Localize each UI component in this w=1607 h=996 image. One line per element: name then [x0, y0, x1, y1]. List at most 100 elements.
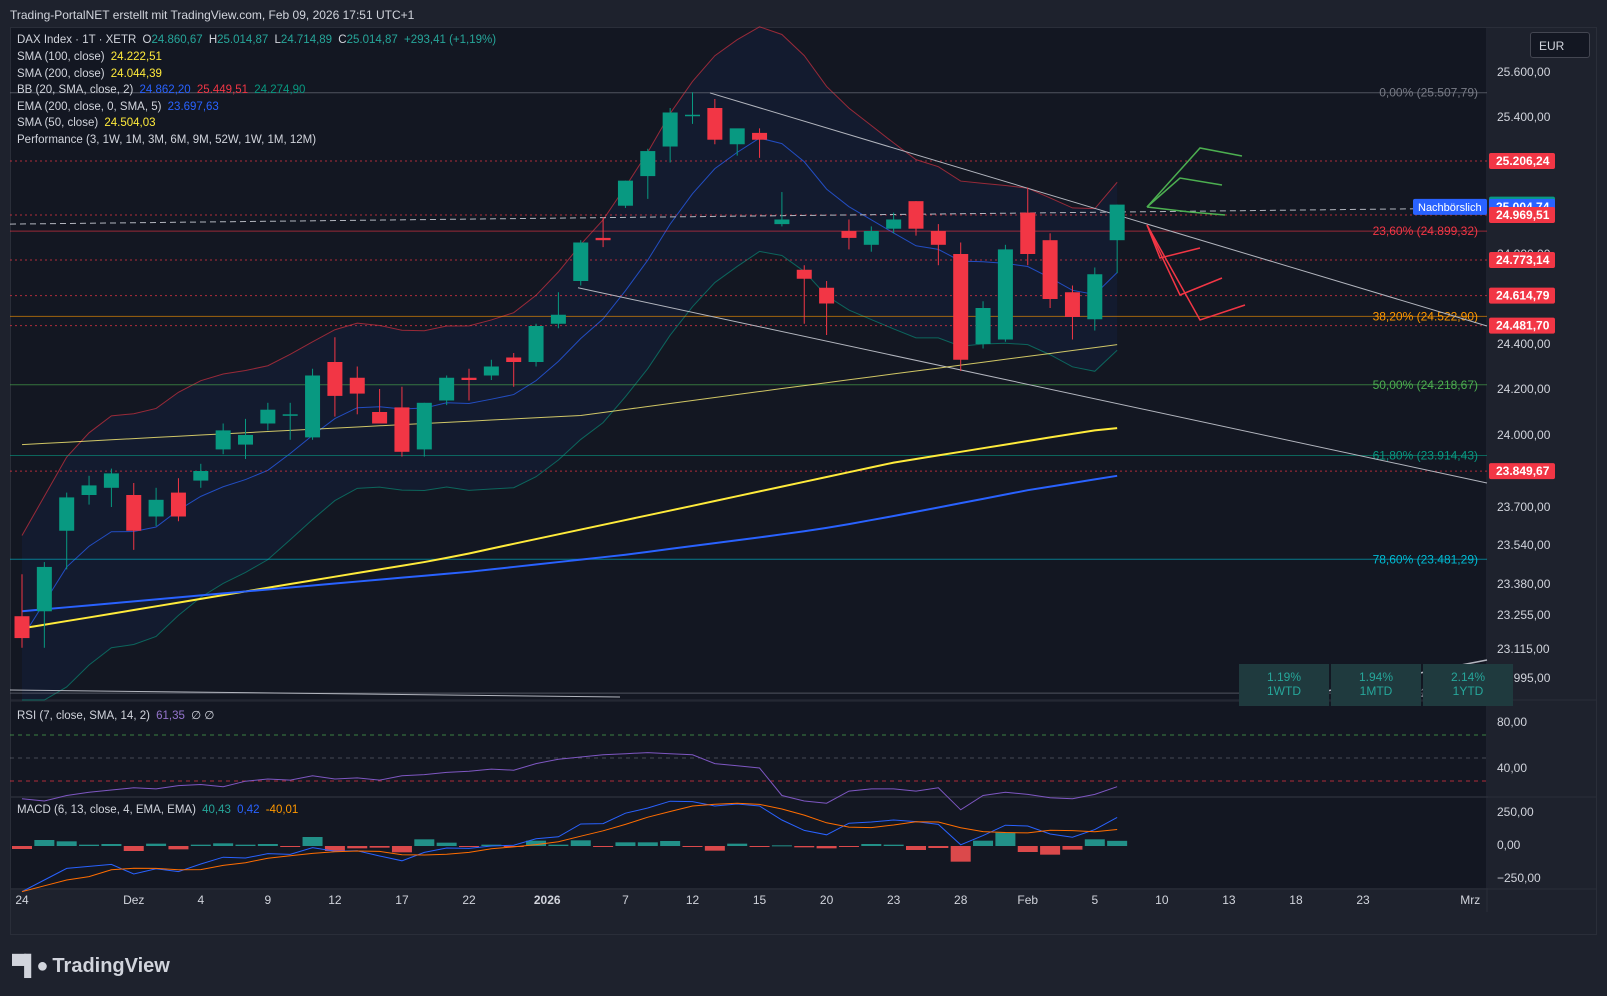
- legend-sma50-row[interactable]: SMA (50, close) 24.504,03: [17, 117, 159, 129]
- currency-selector[interactable]: EUR: [1530, 32, 1590, 58]
- macd-axis-tick: 250,00: [1497, 805, 1534, 819]
- rsi-axis-tick: 80,00: [1497, 715, 1527, 729]
- candle-body: [260, 409, 276, 424]
- price-badge: [1489, 252, 1555, 269]
- price-axis-tick: 23.700,00: [1497, 500, 1551, 514]
- price-badge: [1489, 463, 1555, 480]
- ema200-line: [21, 474, 1118, 613]
- candle-body: [841, 231, 857, 238]
- macd-histogram-bar: [637, 842, 658, 846]
- trendline-lower: [577, 287, 1488, 484]
- legend-h-value: 25.014,87: [217, 34, 269, 46]
- macd-histogram-bar: [146, 843, 167, 846]
- macd-histogram-bar: [704, 846, 725, 851]
- time-axis-tick: Feb: [1017, 893, 1038, 907]
- legend-macd-v1: 40,43: [202, 804, 231, 816]
- macd-histogram-bar: [570, 840, 591, 846]
- macd-histogram-bar: [906, 846, 926, 850]
- price-badge-label: 24.969,51: [1496, 208, 1550, 222]
- candle-body: [528, 326, 544, 362]
- time-axis-tick: 18: [1289, 893, 1303, 907]
- price-axis-tick: 24.000,00: [1497, 428, 1551, 442]
- macd-histogram-bar: [34, 840, 55, 846]
- performance-label: 1WTD: [1267, 684, 1301, 698]
- legend-sma50-value: 24.504,03: [104, 117, 156, 129]
- macd-histogram-bar: [391, 846, 412, 853]
- macd-histogram-bar: [101, 844, 122, 846]
- time-axis-tick: 23: [1356, 893, 1370, 907]
- bullish-scenario-arrow: [1146, 206, 1226, 216]
- macd-histogram-bar: [235, 844, 256, 846]
- macd-axis-tick: −250,00: [1497, 871, 1541, 885]
- tradingview-logo-icon: ▀▌●: [12, 955, 48, 977]
- legend-bb-up: 25.449,51: [196, 84, 249, 96]
- macd-histogram-bar: [347, 846, 368, 849]
- macd-histogram-bar: [436, 842, 457, 846]
- candle-body: [1042, 240, 1058, 299]
- bollinger-basis-line: [21, 137, 1118, 639]
- time-axis-tick: 23: [887, 893, 901, 907]
- candle-body: [36, 566, 52, 612]
- legend-bb-row[interactable]: BB (20, SMA, close, 2) 24.862,20 25.449,…: [17, 84, 308, 96]
- price-badge: [1489, 287, 1555, 304]
- legend-ema200-row[interactable]: EMA (200, close, 0, SMA, 5) 23.697,63: [17, 101, 222, 113]
- macd-histogram-bar: [727, 843, 748, 846]
- legend-rsi-row[interactable]: RSI (7, close, SMA, 14, 2) 61,35 ∅ ∅: [17, 708, 217, 722]
- bullish-scenario-arrow: [1146, 147, 1243, 208]
- candle-body: [752, 132, 768, 140]
- tradingview-logo[interactable]: ▀▌● TradingView: [12, 955, 170, 978]
- candle-body: [506, 357, 522, 362]
- time-axis-tick: 22: [462, 893, 476, 907]
- macd-histogram-bar: [794, 846, 815, 848]
- candle-body: [394, 407, 410, 452]
- candle-body: [863, 231, 879, 245]
- sma100-line: [21, 427, 1118, 630]
- legend-sma200-row[interactable]: SMA (200, close) 24.044,39: [17, 68, 165, 80]
- macd-histogram-bar: [526, 840, 547, 846]
- macd-histogram-bar: [816, 846, 837, 849]
- candle-body: [103, 473, 119, 488]
- candle-body: [14, 616, 30, 639]
- legend-rsi-extra: ∅ ∅: [191, 710, 215, 722]
- legend-symbol[interactable]: DAX Index · 1T · XETR: [17, 34, 137, 46]
- time-axis-tick: 9: [265, 893, 272, 907]
- legend-rsi-value: 61,35: [156, 710, 185, 722]
- legend-ohlc-row: DAX Index · 1T · XETR O24.860,67 H25.014…: [17, 34, 499, 46]
- macd-histogram-bar: [1062, 846, 1083, 850]
- macd-axis-tick: 0,00: [1497, 838, 1521, 852]
- candle-body: [662, 112, 678, 147]
- candle-body: [729, 128, 745, 145]
- price-pane: [11, 28, 1488, 700]
- macd-signal-line: [21, 802, 1118, 893]
- price-badge: [1489, 317, 1555, 334]
- time-axis-tick: 13: [1222, 893, 1236, 907]
- bollinger-upper-line: [21, 26, 1118, 536]
- macd-histogram-bar: [168, 846, 189, 850]
- legend-sma100-label: SMA (100, close): [17, 51, 105, 63]
- macd-histogram-bar: [682, 846, 703, 847]
- time-axis-tick: 12: [328, 893, 342, 907]
- legend-performance-row[interactable]: Performance (3, 1W, 1M, 3M, 6M, 9M, 52W,…: [17, 134, 319, 146]
- time-axis-tick: 10: [1155, 893, 1169, 907]
- legend-ema200-value: 23.697,63: [167, 101, 219, 113]
- candle-body: [416, 402, 432, 450]
- candle-body: [81, 485, 97, 495]
- fib-level-label: 38,20% (24.522,90): [1373, 309, 1478, 323]
- time-axis-tick: 7: [622, 893, 629, 907]
- candle-body: [640, 151, 656, 177]
- price-badge-label: 25.206,24: [1496, 154, 1550, 168]
- price-axis-tick: 23.115,00: [1497, 642, 1550, 656]
- candle-body: [819, 287, 835, 304]
- chart-frame[interactable]: [10, 27, 1597, 935]
- macd-histogram-bar: [302, 837, 323, 846]
- legend-macd-row[interactable]: MACD (6, 13, close, 4, EMA, EMA) 40,43 0…: [17, 804, 301, 816]
- macd-histogram-bar: [660, 841, 681, 846]
- candle-body: [1109, 204, 1125, 241]
- fib-level-label: 78,60% (23.481,29): [1373, 552, 1478, 566]
- legend-sma100-row[interactable]: SMA (100, close) 24.222,51: [17, 51, 165, 63]
- legend-o-label: O: [142, 34, 152, 46]
- time-axis-tick: 12: [686, 893, 700, 907]
- macd-histogram-bar: [481, 844, 502, 846]
- fib-level-label: 61,80% (23.914,43): [1373, 449, 1478, 463]
